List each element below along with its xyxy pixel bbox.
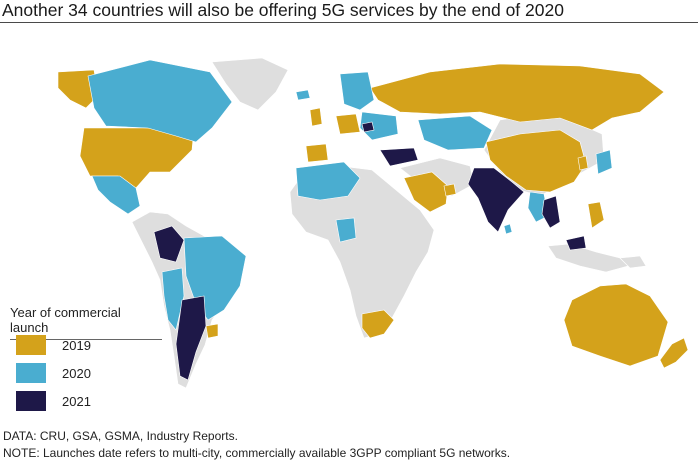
turkey (379, 147, 419, 167)
legend-label-2019: 2019 (62, 338, 91, 353)
japan (595, 149, 613, 175)
chart-title: Another 34 countries will also be offeri… (2, 0, 564, 20)
spain (305, 143, 329, 163)
north-africa (295, 161, 361, 201)
mexico (91, 175, 141, 215)
title-divider (0, 22, 698, 23)
sri-lanka (503, 223, 513, 235)
uruguay (205, 323, 219, 339)
vietnam-cambodia (541, 195, 561, 229)
png-base (619, 255, 647, 269)
uk (309, 107, 323, 127)
legend-label-2021: 2021 (62, 394, 91, 409)
legend-swatch-2021 (16, 391, 46, 411)
legend-title: Year of commercial launch (10, 305, 162, 340)
philippines (587, 201, 605, 229)
map-legend: Year of commercial launch 2019 2020 2021 (10, 305, 170, 411)
malaysia (565, 235, 587, 251)
central-europe (335, 113, 361, 135)
argentina (175, 295, 207, 381)
new-zealand (659, 337, 689, 369)
south-korea (577, 155, 589, 171)
russia (369, 63, 665, 131)
greenland (211, 57, 289, 111)
legend-swatch-2019 (16, 335, 46, 355)
source-note: DATA: CRU, GSA, GSMA, Industry Reports. (3, 429, 238, 443)
czech-region (361, 121, 375, 133)
colombia-venezuela (153, 225, 185, 263)
nigeria (335, 217, 357, 243)
indonesia-base (547, 243, 629, 273)
peru-chile (161, 267, 185, 331)
china (485, 129, 587, 193)
australia (563, 283, 669, 367)
scandinavia (339, 71, 375, 111)
footnote: NOTE: Launches date refers to multi-city… (3, 446, 511, 460)
india (467, 167, 525, 233)
saudi-arabia (403, 171, 449, 213)
south-africa (361, 309, 395, 339)
kazakhstan (417, 115, 493, 151)
alaska (57, 69, 99, 109)
iceland (295, 89, 311, 101)
qatar-uae (443, 183, 457, 197)
eastern-europe (359, 111, 399, 141)
legend-swatch-2020 (16, 363, 46, 383)
canada (87, 59, 233, 143)
legend-label-2020: 2020 (62, 366, 91, 381)
